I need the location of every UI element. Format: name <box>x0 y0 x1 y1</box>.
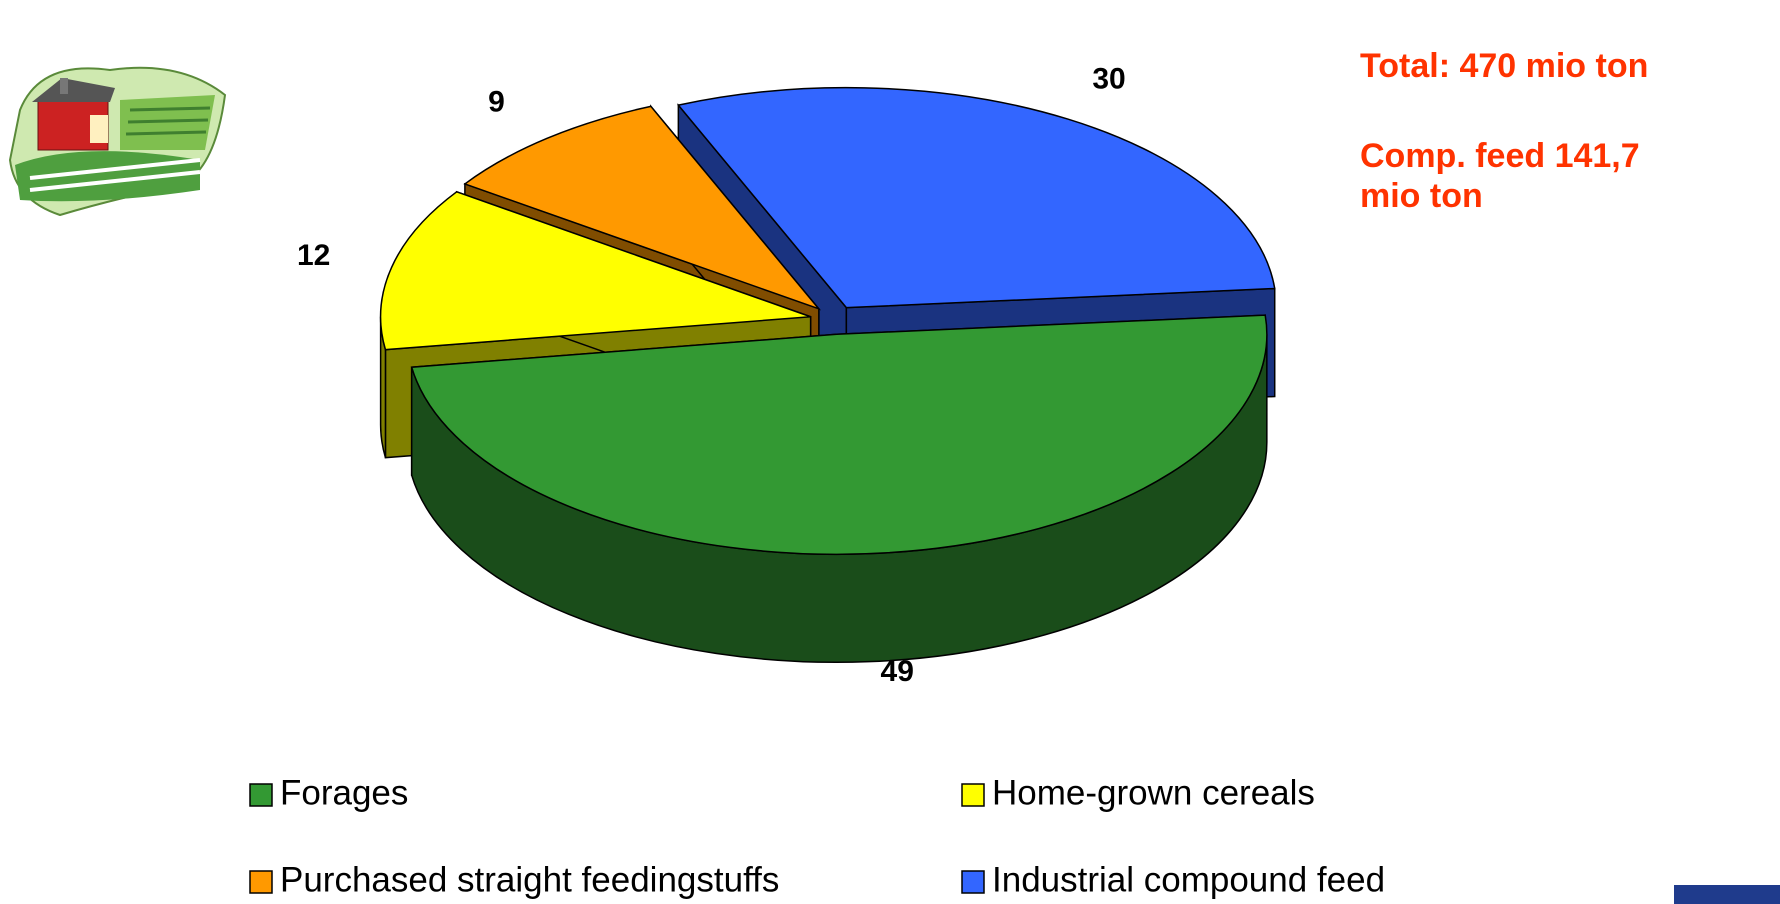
page: {"chart_data": {"type": "pie", "categori… <box>0 0 1780 904</box>
pie <box>381 88 1275 663</box>
data-label: 9 <box>488 85 505 118</box>
legend-label: Forages <box>280 773 408 812</box>
data-label: 49 <box>881 655 914 688</box>
corner-block <box>1674 885 1780 904</box>
legend-label: Home-grown cereals <box>992 773 1315 812</box>
legend-swatch <box>250 784 272 806</box>
annotation: Comp. feed 141,7 mio ton <box>1360 136 1690 216</box>
legend-swatch <box>250 871 272 893</box>
legend-swatch <box>962 871 984 893</box>
farm-clipart <box>10 68 225 215</box>
data-label: 12 <box>297 239 330 272</box>
annotation: Total: 470 mio ton <box>1360 46 1648 86</box>
legend-label: Purchased straight feedingstuffs <box>280 860 779 899</box>
legend-swatch <box>962 784 984 806</box>
data-label: 30 <box>1092 62 1125 95</box>
legend-label: Industrial compound feed <box>992 860 1385 899</box>
